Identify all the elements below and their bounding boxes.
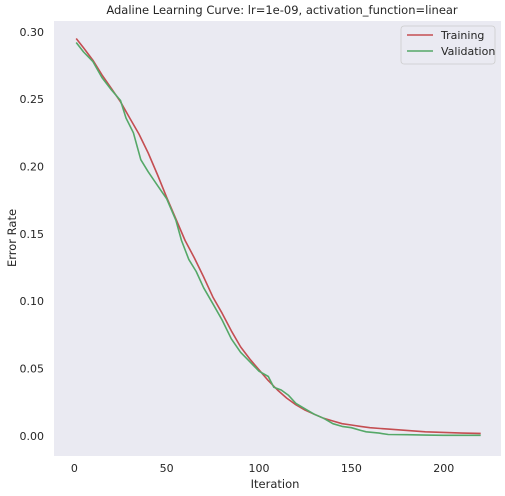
legend-label-validation: Validation — [441, 45, 495, 58]
y-tick-label: 0.25 — [20, 93, 45, 106]
x-axis-ticks: 0 50 100 150 200 — [71, 462, 454, 475]
plot-area — [54, 21, 501, 456]
x-tick-label: 0 — [71, 462, 78, 475]
x-tick-label: 150 — [341, 462, 362, 475]
y-axis-label: Error Rate — [5, 209, 19, 267]
legend: Training Validation — [400, 25, 496, 65]
series-line-training — [75, 38, 481, 435]
y-axis-ticks: 0.00 0.05 0.10 0.15 0.20 0.25 0.30 — [20, 26, 45, 443]
legend-label-training: Training — [440, 29, 484, 42]
series-line-validation — [75, 42, 481, 437]
series-layer — [75, 38, 481, 437]
x-tick-label: 100 — [249, 462, 270, 475]
chart-title: Adaline Learning Curve: lr=1e-09, activa… — [106, 3, 458, 17]
y-tick-label: 0.20 — [20, 160, 45, 173]
y-tick-label: 0.05 — [20, 362, 45, 375]
y-tick-label: 0.10 — [20, 295, 45, 308]
x-axis-label: Iteration — [251, 477, 300, 491]
y-tick-label: 0.30 — [20, 26, 45, 39]
y-tick-label: 0.00 — [20, 430, 45, 443]
x-tick-label: 50 — [160, 462, 174, 475]
y-tick-label: 0.15 — [20, 228, 45, 241]
x-tick-label: 200 — [433, 462, 454, 475]
